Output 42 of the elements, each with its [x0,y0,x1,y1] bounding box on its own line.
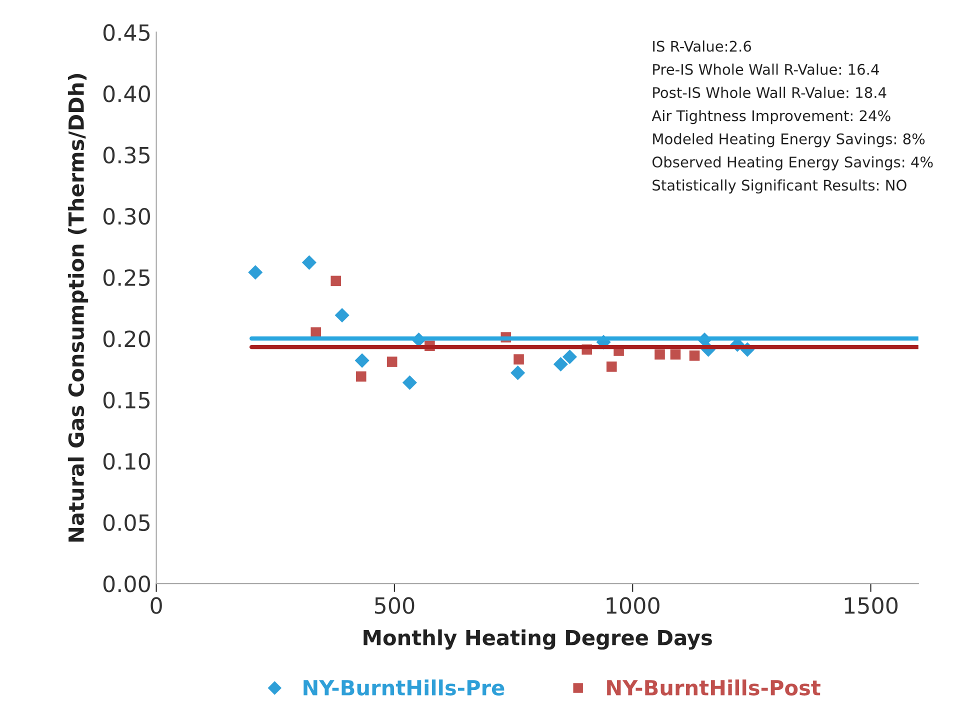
annotation: Post-IS Whole Wall R-Value: 18.4 [653,86,886,98]
point [334,308,350,323]
y-tick-label: 0.40 [103,85,150,102]
x-tick-label: 1500 [844,597,898,614]
point [310,327,322,338]
point [330,276,342,286]
point [510,366,526,380]
y-axis-title: Natural Gas Consumption (Therms/DDh) [68,74,88,542]
point [386,356,398,367]
point [248,265,263,280]
annotation: Statistically Significant Results: NO [652,179,906,194]
y-tick-label: 0.00 [103,575,150,592]
point [654,349,665,360]
point [689,350,700,361]
point [606,362,617,372]
y-tick-label: 0.45 [103,24,150,41]
y-tick-label: 0.35 [103,146,150,164]
legend-label: NY-BurntHills-Pre [304,679,504,696]
annotation: Modeled Heating Energy Savings: 8% [653,133,925,148]
point [562,350,578,364]
y-tick-label: 0.25 [103,269,150,286]
y-tick-label: 0.30 [103,208,150,225]
point [402,375,417,390]
point [514,354,524,364]
point [354,353,370,368]
x-axis-title: Monthly Heating Degree Days [364,629,712,650]
annotation: Pre-IS Whole Wall R-Value: 16.4 [653,64,879,75]
y-tick-label: 0.15 [103,392,150,409]
point [356,371,366,382]
point [670,349,681,360]
x-tick-label: 1000 [606,597,660,614]
annotation: IS R-Value:2.6 [653,40,752,52]
point [302,255,316,270]
y-tick-label: 0.05 [103,514,150,532]
x-tick-label: 500 [374,597,414,614]
annotation: Observed Heating Energy Savings: 4% [652,156,933,170]
point [553,356,568,372]
y-tick-label: 0.20 [103,330,150,348]
legend-label: NY-BurntHills-Post [607,679,820,696]
annotation: Air Tightness Improvement: 24% [652,110,890,124]
x-tick-label: 0 [150,597,162,614]
y-tick-label: 0.10 [103,452,150,470]
